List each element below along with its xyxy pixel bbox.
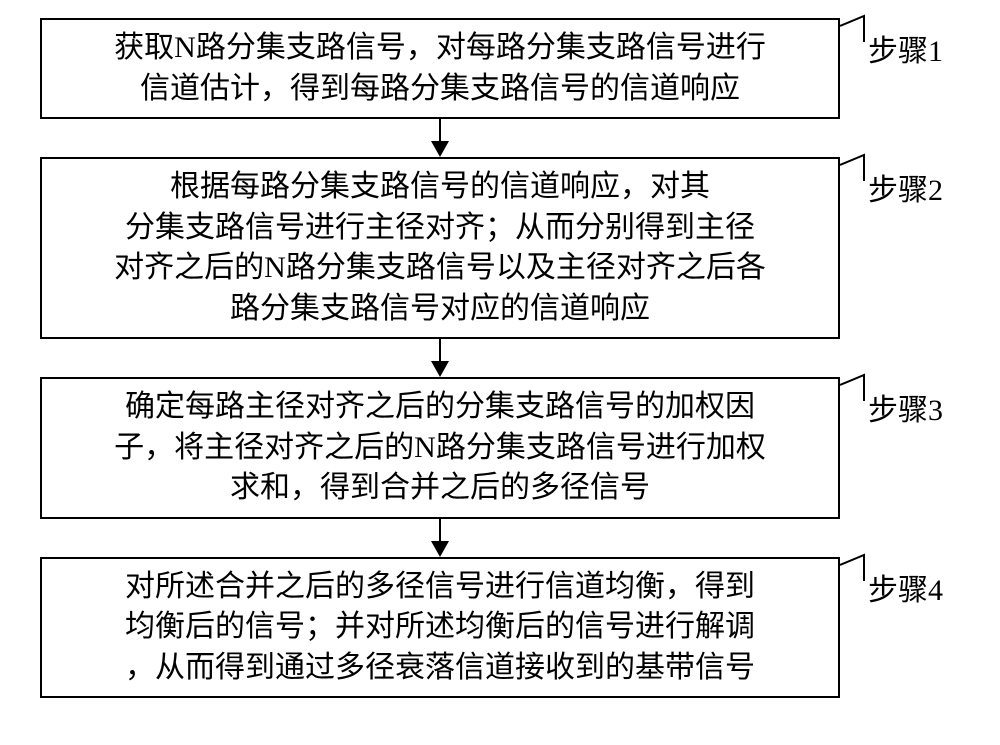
step-3-label: 步骤3 <box>868 385 943 429</box>
step-4: 对所述合并之后的多径信号进行信道均衡，得到 均衡后的信号；并对所述均衡后的信号进… <box>40 557 960 699</box>
step-4-label: 步骤4 <box>868 565 943 609</box>
step-2-label: 步骤2 <box>868 165 943 209</box>
arrow-2-svg <box>428 339 452 377</box>
step-4-line-3: ，从而得到通过多径衰落信道接收到的基带信号 <box>56 648 824 689</box>
step-2-line-2: 分集支路信号进行主径对齐；从而分别得到主径 <box>56 208 824 249</box>
arrow-3-svg <box>428 519 452 557</box>
arrow-2 <box>40 339 840 377</box>
step-1-box: 获取N路分集支路信号，对每路分集支路信号进行 信道估计，得到每路分集支路信号的信… <box>40 18 840 119</box>
step-3-line-2: 子，将主径对齐之后的N路分集支路信号进行加权 <box>56 428 824 469</box>
step-2-box: 根据每路分集支路信号的信道响应，对其 分集支路信号进行主径对齐；从而分别得到主径… <box>40 157 840 339</box>
step-3-line-3: 求和，得到合并之后的多径信号 <box>56 468 824 509</box>
step-1-line-1: 获取N路分集支路信号，对每路分集支路信号进行 <box>56 28 824 69</box>
step-3-line-1: 确定每路主径对齐之后的分集支路信号的加权因 <box>56 387 824 428</box>
step-4-line-2: 均衡后的信号；并对所述均衡后的信号进行解调 <box>56 607 824 648</box>
step-2-line-1: 根据每路分集支路信号的信道响应，对其 <box>56 167 824 208</box>
flowchart-container: 获取N路分集支路信号，对每路分集支路信号进行 信道估计，得到每路分集支路信号的信… <box>40 18 960 698</box>
step-1-line-2: 信道估计，得到每路分集支路信号的信道响应 <box>56 69 824 110</box>
step-4-line-1: 对所述合并之后的多径信号进行信道均衡，得到 <box>56 567 824 608</box>
step-1: 获取N路分集支路信号，对每路分集支路信号进行 信道估计，得到每路分集支路信号的信… <box>40 18 960 119</box>
arrow-1 <box>40 119 840 157</box>
step-3: 确定每路主径对齐之后的分集支路信号的加权因 子，将主径对齐之后的N路分集支路信号… <box>40 377 960 519</box>
step-2-line-4: 路分集支路信号对应的信道响应 <box>56 289 824 330</box>
step-3-box: 确定每路主径对齐之后的分集支路信号的加权因 子，将主径对齐之后的N路分集支路信号… <box>40 377 840 519</box>
step-4-box: 对所述合并之后的多径信号进行信道均衡，得到 均衡后的信号；并对所述均衡后的信号进… <box>40 557 840 699</box>
step-1-label: 步骤1 <box>868 26 943 70</box>
arrow-1-svg <box>428 119 452 157</box>
step-2: 根据每路分集支路信号的信道响应，对其 分集支路信号进行主径对齐；从而分别得到主径… <box>40 157 960 339</box>
step-2-line-3: 对齐之后的N路分集支路信号以及主径对齐之后各 <box>56 248 824 289</box>
arrow-3 <box>40 519 840 557</box>
